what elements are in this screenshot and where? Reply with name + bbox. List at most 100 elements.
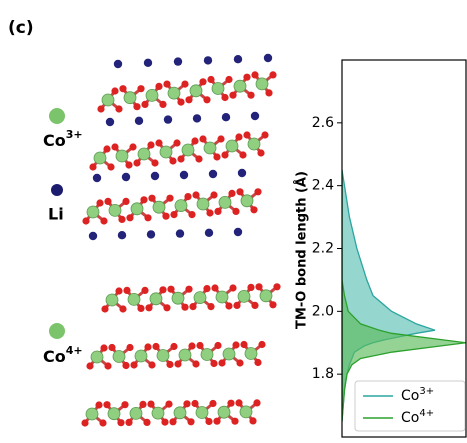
- o-atom: [228, 190, 235, 197]
- co-atom: [174, 407, 186, 419]
- co-atom: [108, 408, 120, 420]
- o-atom: [169, 418, 176, 425]
- li-atom: [174, 57, 182, 65]
- o-atom: [206, 209, 213, 216]
- o-atom: [177, 99, 184, 106]
- o-atom: [123, 287, 130, 294]
- o-atom: [141, 287, 148, 294]
- co-atom: [223, 348, 235, 360]
- o-atom: [225, 76, 232, 83]
- o-atom: [255, 283, 262, 290]
- li-atom: [135, 117, 143, 125]
- o-atom: [100, 217, 107, 224]
- o-atom: [192, 191, 199, 198]
- co-atom: [216, 291, 228, 303]
- co-atom: [106, 294, 118, 306]
- o-atom: [203, 96, 210, 103]
- co-atom: [130, 407, 142, 419]
- o-atom: [125, 419, 132, 426]
- o-atom: [115, 105, 122, 112]
- co4-icon: [49, 323, 65, 339]
- li-atom: [122, 173, 130, 181]
- o-atom: [229, 284, 236, 291]
- panel-label: (c): [8, 18, 34, 38]
- co-atom: [109, 204, 121, 216]
- o-atom: [185, 96, 192, 103]
- co-atom: [87, 206, 99, 218]
- li-icon: [51, 184, 63, 196]
- co4-base: Co: [43, 347, 66, 366]
- co-atom: [240, 406, 252, 418]
- o-atom: [162, 213, 169, 220]
- li-label: Li: [48, 205, 64, 224]
- o-atom: [118, 216, 125, 223]
- li-atom: [222, 113, 230, 121]
- o-atom: [243, 131, 250, 138]
- o-atom: [258, 341, 265, 348]
- figure: (c) Co3+ Li Co4+ TM-O bond length (Å) 1.…: [0, 0, 467, 443]
- co-atom: [153, 201, 165, 213]
- o-atom: [183, 400, 190, 407]
- o-atom: [251, 71, 258, 78]
- o-atom: [217, 135, 224, 142]
- o-atom: [103, 145, 110, 152]
- legend-name: Co: [401, 388, 419, 404]
- li-atom: [264, 54, 272, 62]
- o-atom: [82, 217, 89, 224]
- o-atom: [253, 399, 260, 406]
- o-atom: [170, 343, 177, 350]
- co-atom: [128, 293, 140, 305]
- o-atom: [221, 151, 228, 158]
- o-atom: [184, 193, 191, 200]
- co-atom: [226, 140, 238, 152]
- o-atom: [214, 342, 221, 349]
- y-tick-label: 1.8: [312, 366, 334, 382]
- o-atom: [207, 303, 214, 310]
- y-tick-label: 2.2: [312, 241, 334, 257]
- li-atom: [93, 174, 101, 182]
- co4-label: Co4+: [43, 344, 83, 366]
- o-atom: [236, 188, 243, 195]
- o-atom: [117, 419, 124, 426]
- co-atom: [219, 196, 231, 208]
- o-atom: [89, 163, 96, 170]
- o-atom: [119, 305, 126, 312]
- o-atom: [251, 302, 258, 309]
- o-atom: [247, 284, 254, 291]
- o-atom: [163, 81, 170, 88]
- o-atom: [167, 286, 174, 293]
- o-atom: [122, 198, 129, 205]
- co-atom: [190, 85, 202, 97]
- y-tick-label: 2.0: [312, 303, 334, 319]
- o-atom: [125, 161, 132, 168]
- y-tick-label: 2.6: [312, 115, 334, 131]
- o-atom: [247, 92, 254, 99]
- o-atom: [225, 302, 232, 309]
- o-atom: [163, 304, 170, 311]
- o-atom: [108, 344, 115, 351]
- co-atom: [91, 351, 103, 363]
- o-atom: [269, 71, 276, 78]
- o-atom: [188, 211, 195, 218]
- co-atom: [197, 198, 209, 210]
- li-atom: [180, 171, 188, 179]
- o-atom: [269, 301, 276, 308]
- o-atom: [261, 131, 268, 138]
- co-atom: [196, 407, 208, 419]
- o-atom: [119, 85, 126, 92]
- o-atom: [232, 341, 239, 348]
- o-atom: [211, 284, 218, 291]
- o-atom: [104, 198, 111, 205]
- co3-label: Co3+: [43, 128, 83, 150]
- o-atom: [243, 74, 250, 81]
- o-atom: [250, 206, 257, 213]
- o-atom: [133, 103, 140, 110]
- o-atom: [111, 87, 118, 94]
- li-atom: [144, 59, 152, 67]
- co-atom: [160, 146, 172, 158]
- co3-base: Co: [43, 131, 66, 150]
- o-atom: [249, 417, 256, 424]
- o-atom: [170, 211, 177, 218]
- o-atom: [187, 418, 194, 425]
